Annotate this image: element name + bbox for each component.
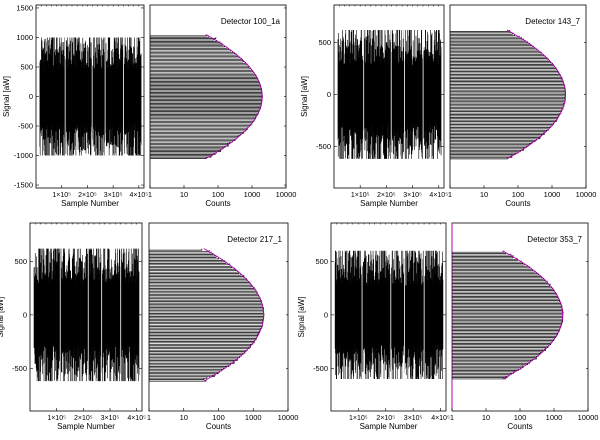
hist-x-tick-label: 10 [180,190,188,199]
x-axis-label: Sample Number [57,422,115,431]
x-tick-label: 4×10⁵ [130,192,149,199]
y-tick-label: -500 [18,122,33,131]
x-tick-label: 2×10⁵ [74,415,93,422]
x-tick-label: 4×10⁵ [431,415,450,422]
gaussian-fit-curve [502,250,564,380]
detector-title: Detector 353_7 [527,235,582,244]
hist-x-tick-label: 1 [148,190,152,199]
hist-x-tick-label: 10000 [578,413,599,422]
gaussian-fit-curve [506,29,566,160]
y-tick-label: -500 [12,364,27,373]
hist-x-tick-label: 1 [448,190,452,199]
hist-x-tick-label: 100 [212,190,225,199]
histogram-steps [150,34,263,159]
x-tick-label: 1×10⁵ [52,192,71,199]
hist-x-tick-label: 1000 [544,190,561,199]
histogram-steps [149,248,265,382]
y-tick-label: 500 [318,38,331,47]
histogram-bins [149,248,265,382]
x-tick-label: 3×10⁵ [101,415,120,422]
y-tick-label: 1500 [16,3,33,12]
detector-title: Detector 100_1a [221,17,281,26]
y-tick-label: 0 [29,92,33,101]
hist-x-tick-label: 10 [482,413,490,422]
y-axis-label: Signal [aW] [297,297,306,338]
hist-x-tick-label: 10 [180,413,188,422]
y-tick-label: -500 [313,364,328,373]
y-tick-label: -1500 [14,181,33,190]
y-tick-label: -1000 [14,151,33,160]
histogram-steps [450,29,566,160]
x-tick-label: 3×10⁵ [104,192,123,199]
y-tick-label: -500 [316,142,331,151]
x-tick-label: 1×10⁵ [351,192,370,199]
detector-panel-1: -1500 -1000 -500 0 500 1000 1500 1×10⁵ 2×10⁵ 3×10… [2,3,296,208]
hist-x-tick-label: 10 [480,190,488,199]
gaussian-fit-curve [205,34,263,159]
hist-x-tick-label: 1000 [244,190,261,199]
x-tick-label: 4×10⁵ [127,415,146,422]
y-tick-label: 1000 [16,33,33,42]
y-tick-label: 500 [315,257,328,266]
signal-trace [33,223,140,411]
hist-x-tick-label: 100 [514,413,527,422]
y-axis-label: Signal [aW] [0,297,5,338]
hist-x-tick-label: 1000 [546,413,563,422]
detector-panel-2: -500 0 500 1×10⁵ 2×10⁵ 3×10⁵ 4×10⁵ Sample Numbe… [300,4,597,208]
timeseries-frame [29,222,143,412]
x-tick-label: 2×10⁵ [377,192,396,199]
hist-x-tick-label: 10000 [276,190,297,199]
hist-x-tick-label: 1000 [245,413,262,422]
x-tick-label: 3×10⁵ [403,192,422,199]
histogram-bins [450,29,566,160]
y-tick-label: 0 [23,310,27,319]
detector-title: Detector 217_1 [227,235,282,244]
signal-noise [33,248,140,382]
x-tick-label: 1×10⁵ [47,415,66,422]
histogram-frame [148,222,289,412]
hist-x-tick-label: 10000 [278,413,299,422]
y-tick-label: 500 [14,257,27,266]
hist-x-axis-label: Counts [205,199,230,208]
timeseries-frame [330,222,447,412]
y-axis-label: Signal [aW] [2,76,11,117]
x-tick-label: 4×10⁵ [429,192,448,199]
y-tick-label: 0 [324,310,328,319]
histogram-steps [452,250,564,380]
detector-title: Detector 143_7 [525,17,580,26]
signal-trace [337,5,442,188]
x-axis-label: Sample Number [61,199,119,208]
signal-noise [334,250,444,379]
detector-panel-4: -500 0 500 1×10⁵ 2×10⁵ 3×10⁵ 4×10⁵ Sample Numbe… [297,222,599,431]
hist-x-tick-label: 10000 [576,190,597,199]
hist-x-tick-label: 1 [450,413,454,422]
x-axis-label: Sample Number [360,422,418,431]
signal-noise [39,37,142,156]
y-axis-label: Signal [aW] [300,76,309,117]
histogram-frame [451,222,589,412]
y-tick-label: 0 [327,90,331,99]
signal-trace [334,223,444,411]
gaussian-fit-curve [203,248,265,382]
signal-noise [337,29,442,159]
x-axis-label: Sample Number [360,199,418,208]
signal-trace [39,5,142,188]
hist-x-tick-label: 100 [512,190,525,199]
x-tick-label: 2×10⁵ [78,192,97,199]
hist-x-tick-label: 100 [212,413,225,422]
hist-x-axis-label: Counts [206,422,231,431]
hist-x-axis-label: Counts [507,422,532,431]
x-tick-label: 1×10⁵ [349,415,368,422]
hist-x-tick-label: 1 [147,413,151,422]
timeseries-frame [333,4,445,189]
histogram-bins [452,250,564,380]
x-tick-label: 3×10⁵ [404,415,423,422]
histogram-bins [150,34,263,159]
detector-panel-3: -500 0 500 1×10⁵ 2×10⁵ 3×10⁵ 4×10⁵ Sample Numbe… [0,222,299,431]
y-tick-label: 500 [20,62,33,71]
hist-x-axis-label: Counts [505,199,530,208]
x-tick-label: 2×10⁵ [376,415,395,422]
